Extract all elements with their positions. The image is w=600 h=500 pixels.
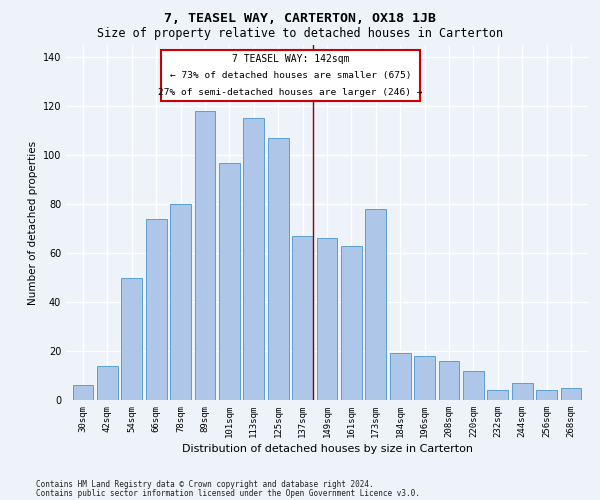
Y-axis label: Number of detached properties: Number of detached properties xyxy=(28,140,38,304)
Bar xyxy=(73,386,94,400)
Bar xyxy=(365,209,386,400)
Bar xyxy=(121,278,142,400)
Text: Contains HM Land Registry data © Crown copyright and database right 2024.: Contains HM Land Registry data © Crown c… xyxy=(36,480,374,489)
Bar xyxy=(194,111,215,400)
Bar xyxy=(414,356,435,400)
Bar xyxy=(560,388,581,400)
Bar xyxy=(268,138,289,400)
Bar xyxy=(487,390,508,400)
Text: 7 TEASEL WAY: 142sqm: 7 TEASEL WAY: 142sqm xyxy=(232,54,349,64)
Bar xyxy=(317,238,337,400)
Bar xyxy=(161,50,419,102)
X-axis label: Distribution of detached houses by size in Carterton: Distribution of detached houses by size … xyxy=(182,444,473,454)
Bar xyxy=(146,219,167,400)
Bar xyxy=(341,246,362,400)
Bar xyxy=(536,390,557,400)
Text: ← 73% of detached houses are smaller (675): ← 73% of detached houses are smaller (67… xyxy=(170,70,411,80)
Bar xyxy=(512,383,533,400)
Bar xyxy=(390,354,410,400)
Bar xyxy=(439,361,460,400)
Bar xyxy=(219,162,240,400)
Text: Size of property relative to detached houses in Carterton: Size of property relative to detached ho… xyxy=(97,28,503,40)
Bar xyxy=(170,204,191,400)
Bar xyxy=(244,118,264,400)
Bar xyxy=(292,236,313,400)
Text: 7, TEASEL WAY, CARTERTON, OX18 1JB: 7, TEASEL WAY, CARTERTON, OX18 1JB xyxy=(164,12,436,26)
Text: Contains public sector information licensed under the Open Government Licence v3: Contains public sector information licen… xyxy=(36,488,420,498)
Bar xyxy=(97,366,118,400)
Bar xyxy=(463,370,484,400)
Text: 27% of semi-detached houses are larger (246) →: 27% of semi-detached houses are larger (… xyxy=(158,88,422,97)
